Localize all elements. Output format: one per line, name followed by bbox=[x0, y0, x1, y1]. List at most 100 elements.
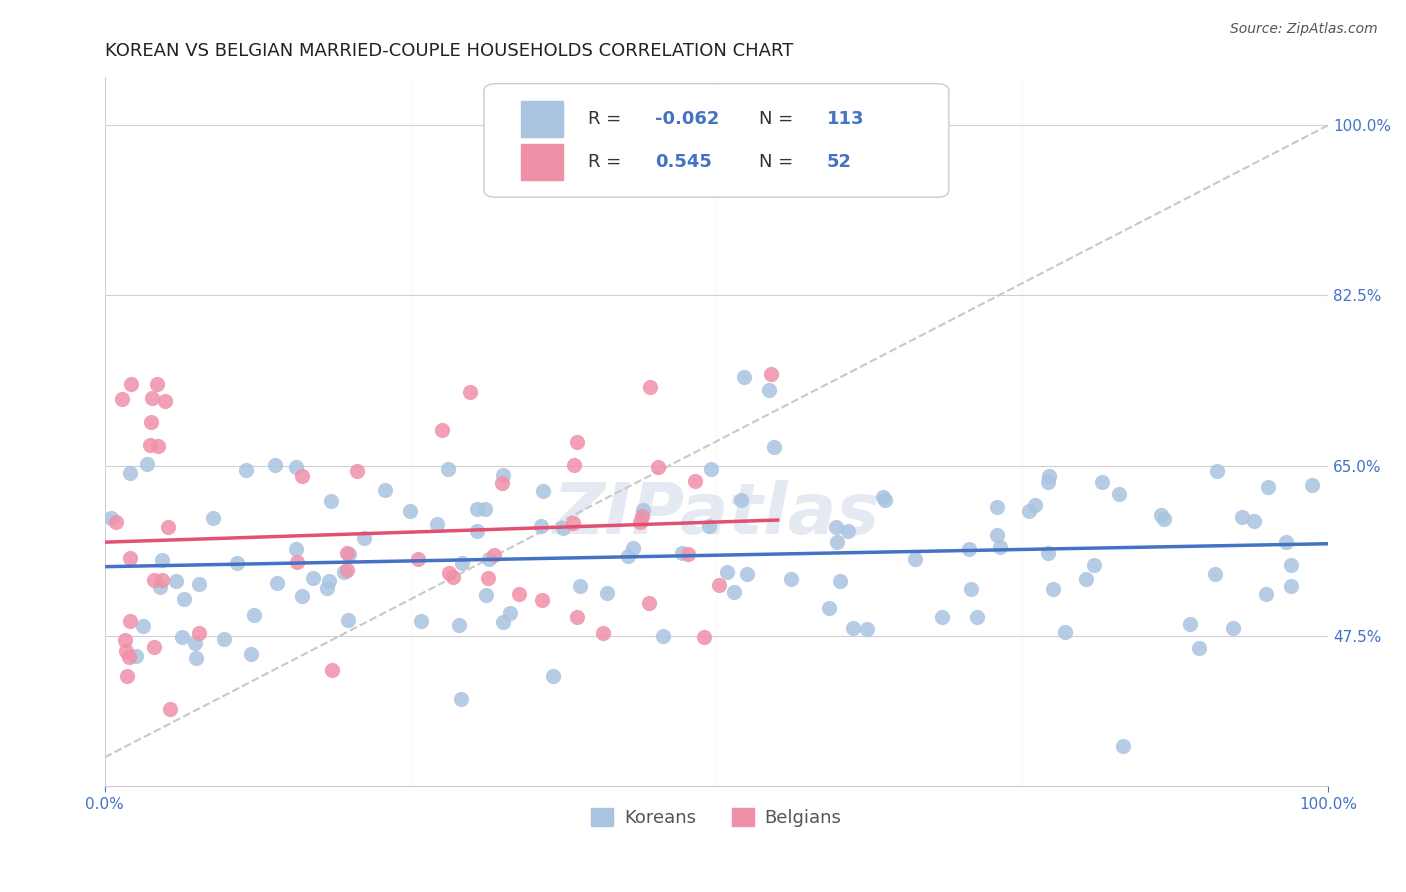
Point bbox=[1243, 514, 1265, 528]
Point bbox=[458, 384, 481, 399]
Point bbox=[450, 692, 472, 706]
Point bbox=[319, 494, 342, 508]
Point bbox=[562, 516, 585, 530]
Point bbox=[201, 511, 224, 525]
Point bbox=[1042, 582, 1064, 597]
Point bbox=[302, 572, 325, 586]
Point bbox=[730, 493, 752, 508]
Point bbox=[697, 519, 720, 533]
Point bbox=[541, 669, 564, 683]
Point bbox=[467, 502, 489, 516]
Point bbox=[287, 555, 309, 569]
Point bbox=[628, 515, 651, 529]
Point bbox=[966, 609, 988, 624]
Point bbox=[531, 483, 554, 498]
Point bbox=[406, 552, 429, 566]
Point bbox=[398, 504, 420, 518]
Point bbox=[830, 574, 852, 588]
Point bbox=[631, 503, 654, 517]
Point bbox=[716, 565, 738, 579]
Point bbox=[1083, 558, 1105, 573]
Point bbox=[155, 393, 177, 408]
Text: Source: ZipAtlas.com: Source: ZipAtlas.com bbox=[1230, 22, 1378, 37]
Legend: Koreans, Belgians: Koreans, Belgians bbox=[583, 800, 849, 834]
Point bbox=[149, 580, 172, 594]
Point bbox=[148, 439, 170, 453]
Point bbox=[988, 540, 1011, 554]
Point bbox=[904, 551, 927, 566]
Point bbox=[120, 376, 142, 391]
Point bbox=[451, 556, 474, 570]
Point bbox=[437, 461, 460, 475]
Point bbox=[138, 438, 160, 452]
Point bbox=[353, 531, 375, 545]
Point bbox=[150, 573, 173, 587]
Point bbox=[638, 380, 661, 394]
Point bbox=[960, 582, 983, 596]
Point bbox=[430, 423, 453, 437]
Point bbox=[1024, 498, 1046, 512]
Point bbox=[651, 629, 673, 643]
Point bbox=[225, 556, 247, 570]
Point bbox=[132, 618, 155, 632]
Point bbox=[1206, 463, 1229, 477]
Point bbox=[692, 630, 714, 644]
Point bbox=[1038, 469, 1060, 483]
Point bbox=[159, 701, 181, 715]
Point bbox=[284, 460, 307, 475]
Point bbox=[321, 663, 343, 677]
Point bbox=[125, 648, 148, 663]
Point bbox=[187, 576, 209, 591]
Point bbox=[762, 440, 785, 454]
Point bbox=[478, 552, 501, 566]
Point bbox=[139, 415, 162, 429]
Point bbox=[621, 541, 644, 555]
Point bbox=[118, 615, 141, 629]
Point bbox=[759, 367, 782, 381]
Point bbox=[825, 535, 848, 549]
Point bbox=[118, 551, 141, 566]
FancyBboxPatch shape bbox=[484, 84, 949, 197]
Point bbox=[638, 596, 661, 610]
Point bbox=[1279, 558, 1302, 572]
Point bbox=[1204, 566, 1226, 581]
Point bbox=[1018, 504, 1040, 518]
Point bbox=[474, 502, 496, 516]
Point bbox=[531, 592, 554, 607]
Point bbox=[146, 376, 169, 391]
Point bbox=[631, 508, 654, 523]
Point bbox=[111, 392, 134, 406]
Point bbox=[184, 636, 207, 650]
Point bbox=[567, 435, 589, 450]
Point bbox=[118, 650, 141, 665]
Point bbox=[1091, 475, 1114, 489]
Text: 0.545: 0.545 bbox=[655, 153, 711, 170]
Point bbox=[1178, 617, 1201, 632]
Point bbox=[733, 369, 755, 384]
Text: N =: N = bbox=[759, 111, 799, 128]
Text: R =: R = bbox=[588, 153, 633, 170]
Point bbox=[551, 521, 574, 535]
Point bbox=[647, 459, 669, 474]
Point bbox=[426, 516, 449, 531]
Point bbox=[1254, 587, 1277, 601]
Point bbox=[266, 575, 288, 590]
Point bbox=[143, 573, 166, 587]
FancyBboxPatch shape bbox=[520, 102, 564, 137]
Point bbox=[1074, 572, 1097, 586]
Text: -0.062: -0.062 bbox=[655, 111, 720, 128]
Point bbox=[482, 549, 505, 563]
Point bbox=[498, 606, 520, 620]
Point bbox=[1112, 739, 1135, 753]
Point bbox=[931, 609, 953, 624]
Point bbox=[184, 651, 207, 665]
Point bbox=[118, 467, 141, 481]
Point bbox=[1275, 535, 1298, 549]
Point bbox=[1038, 545, 1060, 559]
Point bbox=[443, 570, 465, 584]
Point bbox=[818, 601, 841, 615]
Point bbox=[856, 622, 879, 636]
Point bbox=[173, 592, 195, 607]
Point bbox=[699, 461, 721, 475]
Point bbox=[135, 458, 157, 472]
